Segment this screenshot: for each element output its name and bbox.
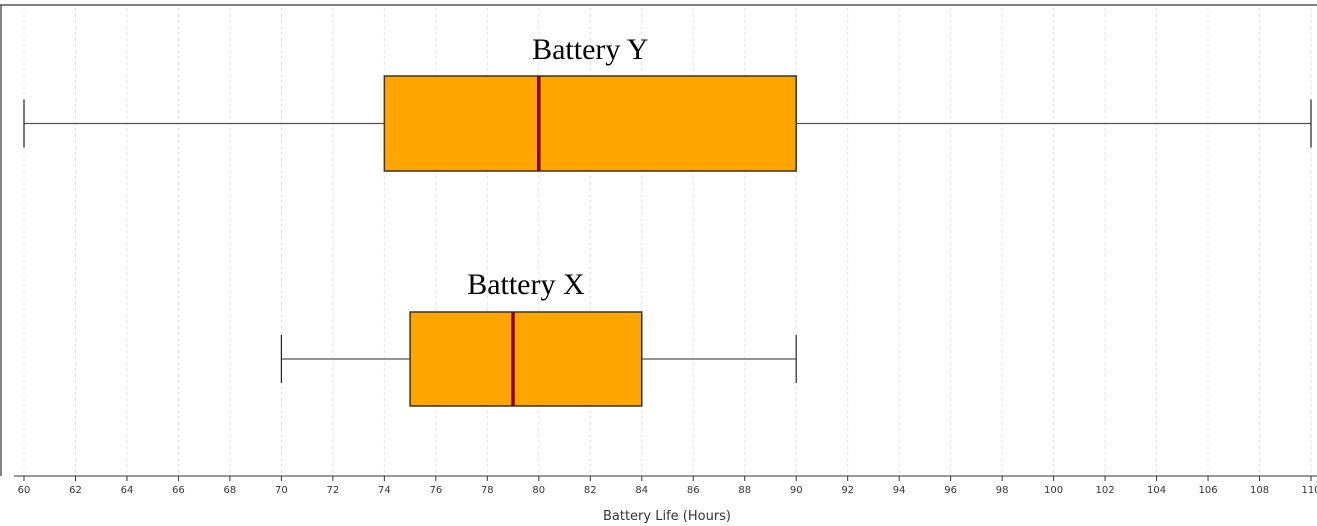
x-tick-label: 102 bbox=[1096, 485, 1115, 496]
x-tick-label: 100 bbox=[1044, 485, 1063, 496]
x-tick-label: 60 bbox=[18, 485, 31, 496]
iqr-box bbox=[383, 75, 797, 172]
x-tick-label: 84 bbox=[635, 485, 648, 496]
x-tick-label: 76 bbox=[429, 485, 442, 496]
x-tick-label: 108 bbox=[1250, 485, 1269, 496]
x-tick-label: 94 bbox=[893, 485, 906, 496]
x-tick-label: 62 bbox=[69, 485, 82, 496]
x-tick-label: 92 bbox=[841, 485, 854, 496]
iqr-box bbox=[409, 311, 643, 407]
x-axis-title: Battery Life (Hours) bbox=[603, 509, 731, 524]
series-label: Battery Y bbox=[532, 33, 648, 66]
x-tick-label: 82 bbox=[584, 485, 597, 496]
x-tick-label: 96 bbox=[944, 485, 957, 496]
x-tick-label: 106 bbox=[1198, 485, 1217, 496]
series-label: Battery X bbox=[467, 268, 585, 301]
x-axis-ticks: 60 62 64 66 68 70 72 74 76 78 80 82 84 86 88 90 92 94 96 98… bbox=[18, 476, 1317, 496]
boxplot-series: Battery Y Battery X bbox=[23, 33, 1312, 407]
x-tick-label: 66 bbox=[172, 485, 185, 496]
x-tick-label: 80 bbox=[532, 485, 545, 496]
x-tick-label: 104 bbox=[1147, 485, 1166, 496]
x-tick-label: 88 bbox=[738, 485, 751, 496]
x-tick-label: 98 bbox=[996, 485, 1009, 496]
x-tick-label: 86 bbox=[687, 485, 700, 496]
x-tick-label: 78 bbox=[481, 485, 494, 496]
x-tick-label: 110 bbox=[1301, 485, 1317, 496]
x-tick-label: 72 bbox=[327, 485, 340, 496]
x-tick-label: 64 bbox=[121, 485, 134, 496]
boxplot-battery-y: Battery Y bbox=[23, 33, 1312, 172]
x-tick-label: 68 bbox=[224, 485, 237, 496]
x-tick-label: 90 bbox=[790, 485, 803, 496]
x-tick-label: 74 bbox=[378, 485, 391, 496]
x-tick-label: 70 bbox=[275, 485, 288, 496]
boxplot-battery-x: Battery X bbox=[280, 268, 797, 407]
